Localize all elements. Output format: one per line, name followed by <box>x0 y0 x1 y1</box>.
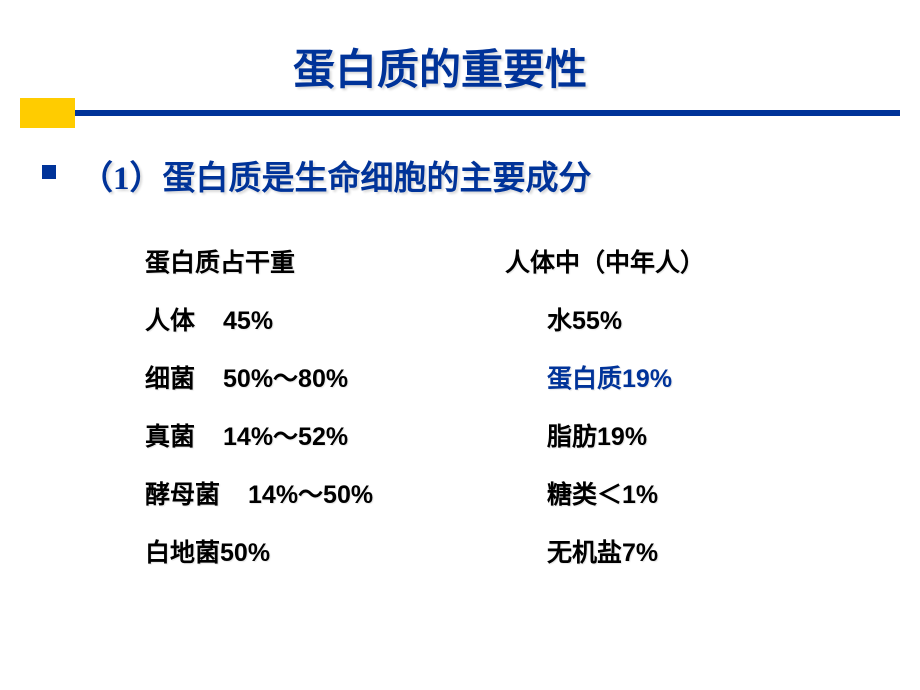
left-column: 蛋白质占干重 人体 45% 细菌 50%～80% 真菌 14%～52% 酵母菌 14%～… <box>145 243 505 591</box>
right-row-4-label: 无机盐 <box>547 539 622 567</box>
right-row-2-label: 脂肪 <box>547 423 597 451</box>
left-row-0-label: 人体 <box>145 307 195 335</box>
left-row-0-value: 45% <box>223 307 273 335</box>
right-row-3: 糖类＜1% <box>547 475 805 511</box>
right-row-3-value: ＜1% <box>597 481 658 509</box>
left-row-4-label: 白地菌 <box>145 539 220 567</box>
subtitle-section: （1）蛋白质是生命细胞的主要成分 <box>0 151 920 199</box>
title-underline <box>20 110 900 116</box>
left-row-3: 酵母菌 14%～50% <box>145 475 505 511</box>
left-row-1-label: 细菌 <box>145 365 195 393</box>
underline-accent-block <box>20 98 75 128</box>
right-column-body: 水55% 蛋白质19% 脂肪19% 糖类＜1% 无机盐7% <box>505 301 805 569</box>
content-section: 蛋白质占干重 人体 45% 细菌 50%～80% 真菌 14%～52% 酵母菌 14%～… <box>0 243 920 591</box>
right-column-header: 人体中（中年人） <box>505 243 805 279</box>
right-row-1: 蛋白质19% <box>547 359 805 395</box>
slide-title: 蛋白质的重要性 <box>60 36 820 97</box>
title-section: 蛋白质的重要性 <box>0 0 920 107</box>
underline-bar <box>75 110 900 116</box>
slide-subtitle: （1）蛋白质是生命细胞的主要成分 <box>80 151 592 199</box>
left-row-3-label: 酵母菌 <box>145 481 220 509</box>
right-row-1-value: 19% <box>622 365 672 393</box>
right-row-2-value: 19% <box>597 423 647 451</box>
left-row-4-value: 50% <box>220 539 270 567</box>
left-row-3-value: 14%～50% <box>248 481 373 509</box>
right-row-0-value: 55% <box>572 307 622 335</box>
left-column-header: 蛋白质占干重 <box>145 243 505 279</box>
left-row-0: 人体 45% <box>145 301 505 337</box>
left-row-2-label: 真菌 <box>145 423 195 451</box>
left-row-1-value: 50%～80% <box>223 365 348 393</box>
bullet-icon <box>42 165 56 179</box>
left-row-2: 真菌 14%～52% <box>145 417 505 453</box>
right-row-4-value: 7% <box>622 539 658 567</box>
right-row-0-label: 水 <box>547 307 572 335</box>
left-row-2-value: 14%～52% <box>223 423 348 451</box>
right-row-4: 无机盐7% <box>547 533 805 569</box>
right-row-3-label: 糖类 <box>547 481 597 509</box>
slide-container: 蛋白质的重要性 （1）蛋白质是生命细胞的主要成分 蛋白质占干重 人体 45% 细菌… <box>0 0 920 690</box>
right-row-0: 水55% <box>547 301 805 337</box>
right-column: 人体中（中年人） 水55% 蛋白质19% 脂肪19% 糖类＜1% 无机盐7% <box>505 243 805 591</box>
left-row-4: 白地菌50% <box>145 533 505 569</box>
left-row-1: 细菌 50%～80% <box>145 359 505 395</box>
right-row-2: 脂肪19% <box>547 417 805 453</box>
right-row-1-label: 蛋白质 <box>547 365 622 393</box>
